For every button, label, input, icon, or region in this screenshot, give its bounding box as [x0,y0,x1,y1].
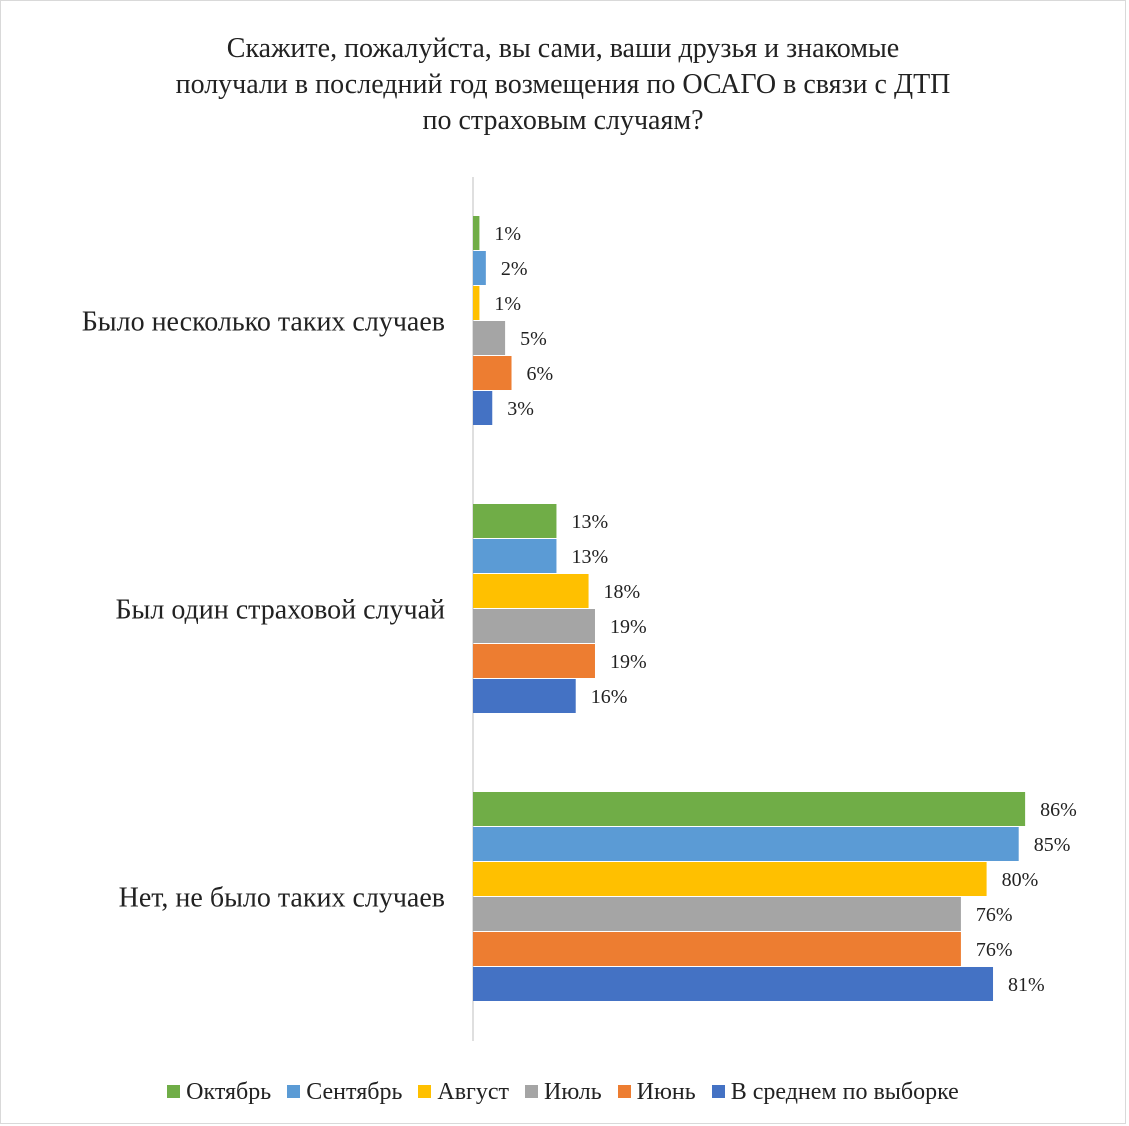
data-label: 16% [591,686,628,708]
bar [473,897,961,931]
bar [473,391,493,425]
bar [473,504,557,538]
category-label: Нет, не было таких случаев [119,883,445,914]
bar [473,216,480,250]
legend-item: Сентябрь [287,1079,402,1106]
bar [473,862,987,896]
data-label: 2% [501,258,528,280]
bar-plot: Было несколько таких случаев 1% 2% 1% 5% 6% 3%… [82,177,1077,1041]
legend-swatch [167,1085,181,1098]
data-label: 1% [494,293,521,315]
chart-legend: Октябрь Сентябрь Август Июль Июнь В среднем п… [1,1079,1125,1106]
category-label: Был один страховой случай [115,595,445,626]
legend-swatch [617,1085,631,1098]
data-label: 85% [1034,834,1071,856]
bar [473,827,1019,861]
bar [473,967,994,1001]
legend-label: Сентябрь [306,1079,403,1105]
data-label: 1% [494,223,521,245]
legend-item: Август [418,1079,509,1106]
data-label: 13% [571,546,608,568]
data-label: 80% [1002,869,1039,891]
legend-label: Июнь [636,1079,696,1105]
chart-title-line: Скажите, пожалуйста, вы сами, ваши друзь… [226,33,900,64]
chart-title-line: получали в последний год возмещения по О… [175,69,951,100]
data-label: 3% [507,398,534,420]
category-label: Было несколько таких случаев [82,307,445,338]
legend-item: Октябрь [167,1079,271,1106]
legend-label: Октябрь [186,1079,272,1105]
bar [473,539,557,573]
data-label: 5% [520,328,547,350]
chart-title-line: по страховым случаям? [422,105,704,136]
bar [473,251,486,285]
data-label: 86% [1040,799,1077,821]
legend-label: В среднем по выборке [730,1079,959,1105]
bar [473,609,595,643]
legend-swatch [525,1085,539,1098]
legend-label: Август [437,1079,510,1105]
bar [473,932,961,966]
bar [473,792,1026,826]
data-label: 19% [610,651,647,673]
data-label: 81% [1008,974,1045,996]
bar [473,321,506,355]
legend-swatch [287,1085,301,1098]
bar [473,286,480,320]
legend-swatch [711,1085,725,1098]
data-label: 13% [571,511,608,533]
data-label: 19% [610,616,647,638]
legend-item: В среднем по выборке [711,1079,959,1106]
data-label: 18% [604,581,641,603]
legend-item: Июль [525,1079,602,1106]
legend-swatch [418,1085,432,1098]
data-label: 6% [527,363,554,385]
chart-title: Скажите, пожалуйста, вы сами, ваши друзь… [1,31,1125,139]
bar [473,574,589,608]
data-label: 76% [976,939,1013,961]
legend-item: Июнь [617,1079,696,1106]
legend-label: Июль [544,1079,602,1105]
bar [473,644,595,678]
data-label: 76% [976,904,1013,926]
bar [473,679,576,713]
bar [473,356,512,390]
